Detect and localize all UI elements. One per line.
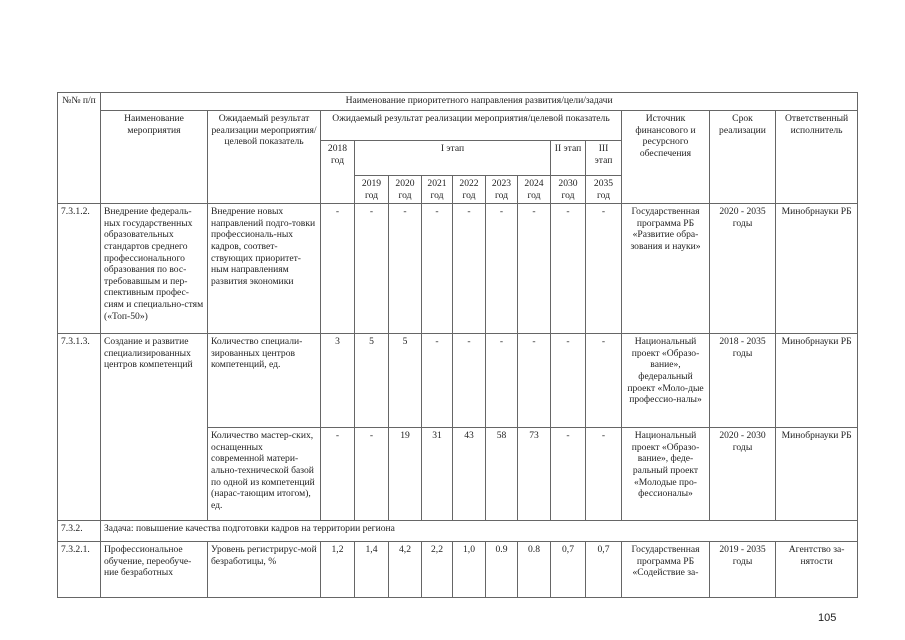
row-value: - <box>585 203 622 335</box>
page-number: 105 <box>818 612 837 624</box>
row-value: 5 <box>388 333 422 429</box>
row-term: 2018 - 2035 годы <box>709 333 776 429</box>
row-num: 7.3.2.1. <box>57 541 101 599</box>
header-responsible: Ответственный исполнитель <box>774 109 859 205</box>
row-value: - <box>354 203 389 335</box>
header-direction: Наименование приоритетного направления р… <box>99 92 859 111</box>
row-value: - <box>550 203 586 335</box>
row-result: Внедрение новых направлений подго-товки … <box>207 203 321 335</box>
header-year-2018: 2018 год <box>320 139 355 205</box>
row-value: - <box>550 333 586 429</box>
row-num: 7.3.2. <box>57 520 101 543</box>
header-stage-2: II этап <box>550 140 586 176</box>
row-value: - <box>585 333 622 429</box>
row-value: 2,2 <box>421 541 453 599</box>
row-num: 7.3.1.3. <box>57 333 101 522</box>
row-responsible: Минобрнауки РБ <box>774 427 859 522</box>
row-value: 31 <box>421 427 453 522</box>
header-year: 2022 год <box>452 174 486 205</box>
row-value: 4,2 <box>388 541 422 599</box>
header-year: 2035 год <box>585 174 622 205</box>
row-source: Национальный проект «Образо-вание», феде… <box>621 333 710 429</box>
row-value: 0.9 <box>485 541 518 599</box>
row-value: - <box>585 427 622 522</box>
row-value: - <box>550 427 586 522</box>
header-year: 2024 год <box>517 174 551 205</box>
row-source: Государственная программа РБ «Развитие о… <box>621 203 710 335</box>
row-value: - <box>485 203 518 335</box>
program-table: №№ п/п Наименование приоритетного направ… <box>57 91 859 599</box>
row-value: - <box>320 427 355 522</box>
row-value: - <box>452 203 486 335</box>
task-text: Задача: повышение качества подготовки ка… <box>99 520 859 543</box>
header-event-name: Наименование мероприятия <box>100 109 208 205</box>
row-result: Уровень регистрирус-мой безработицы, % <box>207 541 321 599</box>
row-value: - <box>421 333 453 429</box>
row-value: 1,4 <box>354 541 389 599</box>
row-value: 58 <box>485 427 518 522</box>
row-value: 0,7 <box>550 541 586 599</box>
header-term: Срок реализации <box>709 109 776 205</box>
row-value: 5 <box>354 333 389 429</box>
row-source: Государственная программа РБ «Содействие… <box>621 541 710 599</box>
row-value: 0,7 <box>585 541 622 599</box>
row-value: 19 <box>388 427 422 522</box>
row-result: Количество специали-зированных центров к… <box>207 333 321 429</box>
row-value: - <box>517 203 551 335</box>
row-name: Создание и развитие специализированных ц… <box>100 333 208 522</box>
row-term: 2020 - 2030 годы <box>709 427 776 522</box>
row-responsible: Агентство за-нятости <box>774 541 859 599</box>
row-value: - <box>517 333 551 429</box>
row-result: Количество мастер-ских, оснащенных совре… <box>207 427 321 522</box>
header-expected-result: Ожидаемый результат реализации мероприят… <box>207 109 321 205</box>
row-value: - <box>388 203 422 335</box>
row-name: Внедрение федераль-ных государственных о… <box>100 203 208 335</box>
header-year: 2020 год <box>388 174 422 205</box>
row-value: - <box>320 203 355 335</box>
table-row: 7.3.1.2. Внедрение федераль-ных государс… <box>57 203 859 335</box>
row-value: 43 <box>452 427 486 522</box>
header-stage-1: I этап <box>354 140 551 176</box>
header-num: №№ п/п <box>57 91 101 205</box>
row-value: - <box>485 333 518 429</box>
row-responsible: Минобрнауки РБ <box>774 203 859 335</box>
table-row: 7.3.1.3. Создание и развитие специализир… <box>57 333 859 522</box>
task-row: 7.3.2. Задача: повышение качества подгот… <box>57 520 859 543</box>
row-value: - <box>452 333 486 429</box>
table-row: Количество мастер-ских, оснащенных совре… <box>58 427 859 522</box>
table-row: 7.3.2.1. Профессиональное обучение, пере… <box>57 541 859 599</box>
header-year: 2021 год <box>421 174 453 205</box>
header-year: 2019 год <box>354 174 389 205</box>
row-num: 7.3.1.2. <box>57 203 101 335</box>
row-value: - <box>354 427 389 522</box>
header-year: 2030 год <box>550 174 586 205</box>
header-stage-3: III этап <box>585 140 622 176</box>
row-source: Национальный проект «Образо-вание», феде… <box>621 427 710 522</box>
row-term: 2020 - 2035 годы <box>709 203 776 335</box>
row-value: 3 <box>320 333 355 429</box>
header-year: 2023 год <box>485 174 518 205</box>
row-value: - <box>421 203 453 335</box>
row-term: 2019 - 2035 годы <box>709 541 776 599</box>
row-responsible: Минобрнауки РБ <box>774 333 859 429</box>
row-value: 73 <box>517 427 551 522</box>
row-value: 0.8 <box>517 541 551 599</box>
row-name: Профессиональное обучение, переобуче-ние… <box>100 541 208 599</box>
header-expected-result-group: Ожидаемый результат реализации мероприят… <box>320 110 622 141</box>
row-value: 1,2 <box>320 541 355 599</box>
header-source: Источник финансового и ресурсного обеспе… <box>621 109 710 205</box>
row-value: 1,0 <box>452 541 486 599</box>
